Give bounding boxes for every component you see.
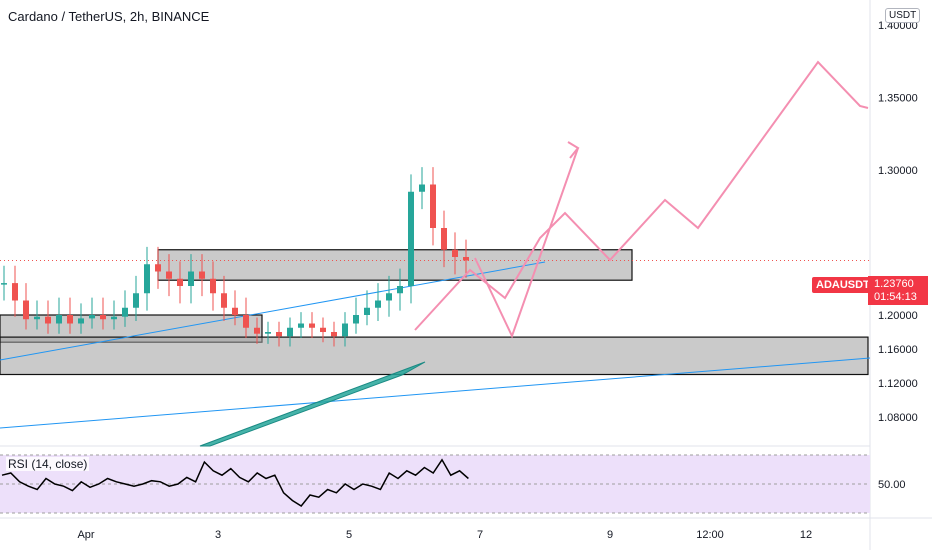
candle-body <box>397 286 403 294</box>
projection-path-alt <box>474 147 579 339</box>
candle-body <box>23 300 29 320</box>
trendline-lower <box>0 357 871 429</box>
candle-body <box>12 283 18 301</box>
candle-body <box>375 300 381 308</box>
candle-body <box>111 316 117 320</box>
price-tick-label: 1.12000 <box>878 378 918 390</box>
price-tick-label: 1.08000 <box>878 412 918 424</box>
candle-body <box>342 323 348 337</box>
candle-body <box>221 293 227 308</box>
time-tick-label: 9 <box>607 529 613 541</box>
candle-body <box>166 271 172 279</box>
candle-body <box>386 293 392 301</box>
candle-body <box>419 184 425 192</box>
candle-body <box>243 315 249 328</box>
candle-body <box>408 191 414 286</box>
rsi-tick-label: 50.00 <box>878 479 906 491</box>
trendline-upper <box>0 261 546 361</box>
chart-title: Cardano / TetherUS, 2h, BINANCE <box>8 9 210 24</box>
candle-body <box>309 323 315 328</box>
zone-mid-zone <box>157 249 633 281</box>
candle-body <box>287 327 293 337</box>
candle-body <box>210 278 216 294</box>
projection-arrowhead <box>567 141 580 159</box>
rsi-legend: RSI (14, close) <box>6 457 90 471</box>
candle-body <box>100 315 106 320</box>
candle-body <box>331 332 337 337</box>
price-tick-label: 1.20000 <box>878 310 918 322</box>
candle-body <box>320 327 326 332</box>
price-value: 1.23760 <box>874 278 914 290</box>
candle-body <box>298 323 304 328</box>
candle-body <box>122 307 128 317</box>
projection-path-main <box>414 60 869 331</box>
candle-body <box>177 278 183 286</box>
time-tick-label: 12 <box>800 529 812 541</box>
price-tick-label: 1.16000 <box>878 344 918 356</box>
projection-arrow <box>199 361 426 447</box>
candle-body <box>78 318 84 324</box>
candle-body <box>89 315 95 319</box>
candle-body <box>452 249 458 257</box>
time-tick-label: 5 <box>346 529 352 541</box>
candle-body <box>155 264 161 272</box>
price-tick-label: 1.40000 <box>878 20 918 32</box>
candle-body <box>276 332 282 337</box>
time-tick-label: 7 <box>477 529 483 541</box>
bar-countdown: 01:54:13 <box>874 291 917 303</box>
candle-body <box>441 228 447 250</box>
candle-body <box>144 264 150 294</box>
price-badge: 1.23760 01:54:13 <box>868 276 928 305</box>
symbol-badge: ADAUSDT <box>812 277 874 293</box>
candle-body <box>232 307 238 315</box>
candle-body <box>34 316 40 320</box>
candle-body <box>265 332 271 334</box>
candle-body <box>56 315 62 324</box>
candle-body <box>430 184 436 228</box>
candle-body <box>133 293 139 308</box>
candle-body <box>45 316 51 324</box>
candle-body <box>364 307 370 315</box>
candle-body <box>199 271 205 279</box>
price-tick-label: 1.30000 <box>878 165 918 177</box>
currency-button[interactable]: USDT <box>885 8 921 23</box>
price-tick-label: 1.35000 <box>878 93 918 105</box>
candle-body <box>463 257 469 261</box>
zone-lower-support <box>0 336 869 376</box>
candle-body <box>353 315 359 324</box>
candle-body <box>67 315 73 324</box>
rsi-line <box>1 458 469 507</box>
candle-body <box>1 283 7 285</box>
candle-body <box>254 327 260 334</box>
time-tick-label: 12:00 <box>696 529 724 541</box>
candle-body <box>188 271 194 286</box>
time-tick-label: Apr <box>77 529 94 541</box>
time-tick-label: 3 <box>215 529 221 541</box>
